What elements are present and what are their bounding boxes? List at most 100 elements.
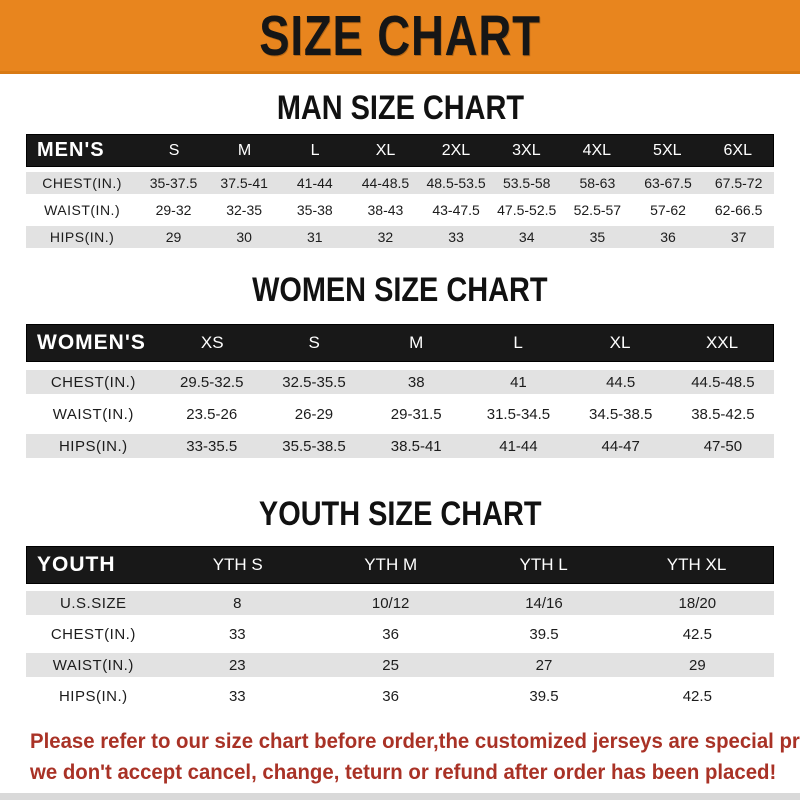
- cell-value: 18/20: [678, 594, 717, 612]
- section-title-women: WOMEN SIZE CHART: [0, 270, 800, 310]
- section-title-men: MAN SIZE CHART: [0, 88, 800, 128]
- cell-value: 35: [589, 229, 606, 245]
- cell-value: 37.5-41: [220, 175, 268, 191]
- row-label: HIPS(IN.): [49, 229, 115, 245]
- column-header: 5XL: [653, 141, 682, 159]
- section-title-text: WOMEN SIZE CHART: [252, 271, 548, 309]
- cell-value: 34: [518, 229, 535, 245]
- size-chart-sections: MAN SIZE CHART MEN'S S M L XL 2XL 3XL 4XL 5XL 6XL C…: [0, 88, 800, 708]
- cell-value: 62-66.5: [714, 202, 763, 218]
- cell-value: 33: [228, 625, 246, 643]
- corner-label: WOMEN'S: [37, 331, 146, 354]
- column-header: XS: [200, 333, 224, 352]
- cell-value: 31.5-34.5: [486, 405, 551, 423]
- cell-value: 32.5-35.5: [282, 373, 346, 391]
- row-label: U.S.SIZE: [60, 594, 127, 612]
- cell-value: 27: [535, 656, 553, 674]
- section-title-youth: YOUTH SIZE CHART: [0, 494, 800, 534]
- cell-value: 34.5-38.5: [588, 405, 653, 423]
- section-men: MAN SIZE CHART MEN'S S M L XL 2XL 3XL 4XL 5XL 6XL C…: [0, 88, 800, 248]
- cell-value: 36: [660, 229, 676, 245]
- bottom-edge-strip: [0, 793, 800, 800]
- column-header: YTH M: [364, 555, 418, 574]
- column-header: YTH XL: [666, 555, 727, 574]
- cell-value: 53.5-58: [502, 175, 551, 191]
- cell-value: 63-67.5: [644, 175, 692, 191]
- column-header: M: [237, 141, 252, 159]
- table-row: WAIST(IN.) 23 25 27 29: [26, 653, 774, 677]
- cell-value: 29-31.5: [390, 405, 442, 423]
- cell-value: 41-44: [296, 175, 333, 191]
- row-label: CHEST(IN.): [50, 625, 136, 643]
- cell-value: 31: [307, 229, 323, 245]
- column-header: 4XL: [582, 141, 612, 159]
- banner: SIZE CHART: [0, 0, 800, 74]
- cell-value: 29.5-32.5: [180, 373, 244, 391]
- table-row: CHEST(IN.) 29.5-32.5 32.5-35.5 38 41 44.5 44.5…: [26, 370, 774, 394]
- column-header: S: [308, 333, 320, 352]
- women-table-header: WOMEN'S XS S M L XL XXL: [26, 324, 774, 362]
- cell-value: 47.5-52.5: [497, 202, 557, 218]
- cell-value: 41: [510, 373, 527, 391]
- row-label: WAIST(IN.): [52, 656, 134, 674]
- youth-size-table: YOUTH YTH S YTH M YTH L YTH XL U.S.SIZE 8 10/12…: [26, 546, 774, 708]
- cell-value: 33-35.5: [186, 437, 238, 455]
- cell-value: 44.5-48.5: [691, 373, 755, 391]
- section-title-text: YOUTH SIZE CHART: [258, 495, 542, 533]
- cell-value: 38: [407, 373, 425, 391]
- cell-value: 23: [228, 656, 246, 674]
- cell-value: 10/12: [371, 594, 410, 612]
- column-header: YTH L: [519, 555, 568, 574]
- column-header: L: [513, 333, 523, 352]
- cell-value: 57-62: [650, 202, 686, 218]
- order-notice-line1: Please refer to our size chart before or…: [30, 730, 800, 753]
- men-size-table: MEN'S S M L XL 2XL 3XL 4XL 5XL 6XL CHEST(IN.) 35-37…: [26, 134, 774, 248]
- cell-value: 44-48.5: [361, 175, 410, 191]
- column-header: L: [310, 141, 320, 159]
- cell-value: 33: [228, 687, 246, 705]
- section-women: WOMEN SIZE CHART WOMEN'S XS S M L XL XXL CHEST(I…: [0, 270, 800, 458]
- column-header: 6XL: [723, 141, 752, 159]
- order-notice-line2: we don't accept cancel, change, teturn o…: [30, 761, 777, 784]
- cell-value: 29: [688, 656, 706, 674]
- cell-value: 39.5: [529, 625, 559, 643]
- cell-value: 38.5-42.5: [691, 405, 755, 423]
- cell-value: 43-47.5: [432, 202, 480, 218]
- cell-value: 35.5-38.5: [282, 437, 346, 455]
- cell-value: 33: [448, 229, 464, 245]
- row-label: CHEST(IN.): [50, 373, 136, 391]
- column-header: YTH S: [212, 555, 263, 574]
- cell-value: 47-50: [703, 437, 743, 455]
- row-label: HIPS(IN.): [58, 437, 128, 455]
- cell-value: 37: [730, 229, 747, 245]
- row-label: CHEST(IN.): [42, 175, 122, 191]
- order-notice: Please refer to our size chart before or…: [0, 726, 800, 788]
- cell-value: 29-32: [155, 202, 192, 218]
- table-row: WAIST(IN.) 23.5-26 26-29 29-31.5 31.5-34.5 34…: [26, 402, 774, 426]
- column-header: S: [168, 141, 180, 159]
- column-header: XXL: [705, 333, 739, 352]
- cell-value: 35-37.5: [149, 175, 198, 191]
- cell-value: 38-43: [367, 202, 404, 218]
- column-header: XL: [609, 333, 631, 352]
- cell-value: 48.5-53.5: [426, 175, 486, 191]
- cell-value: 44-47: [601, 437, 640, 455]
- corner-label: MEN'S: [37, 139, 105, 161]
- column-header: 3XL: [512, 141, 541, 159]
- cell-value: 23.5-26: [186, 405, 238, 423]
- cell-value: 44.5: [606, 373, 636, 391]
- page-title: SIZE CHART: [259, 3, 541, 68]
- cell-value: 38.5-41: [390, 437, 442, 455]
- section-youth: YOUTH SIZE CHART YOUTH YTH S YTH M YTH L YTH …: [0, 494, 800, 708]
- table-row: U.S.SIZE 8 10/12 14/16 18/20: [26, 591, 774, 615]
- cell-value: 36: [382, 625, 399, 643]
- cell-value: 52.5-57: [573, 202, 622, 218]
- cell-value: 32-35: [226, 202, 263, 218]
- women-size-table: WOMEN'S XS S M L XL XXL CHEST(IN.) 29.5-32.5 32.5…: [26, 324, 774, 458]
- table-row: CHEST(IN.) 33 36 39.5 42.5: [26, 622, 774, 646]
- cell-value: 30: [236, 229, 252, 245]
- table-row: CHEST(IN.) 35-37.5 37.5-41 41-44 44-48.5 48.5…: [26, 172, 774, 194]
- cell-value: 35-38: [296, 202, 333, 218]
- column-header: M: [409, 333, 424, 352]
